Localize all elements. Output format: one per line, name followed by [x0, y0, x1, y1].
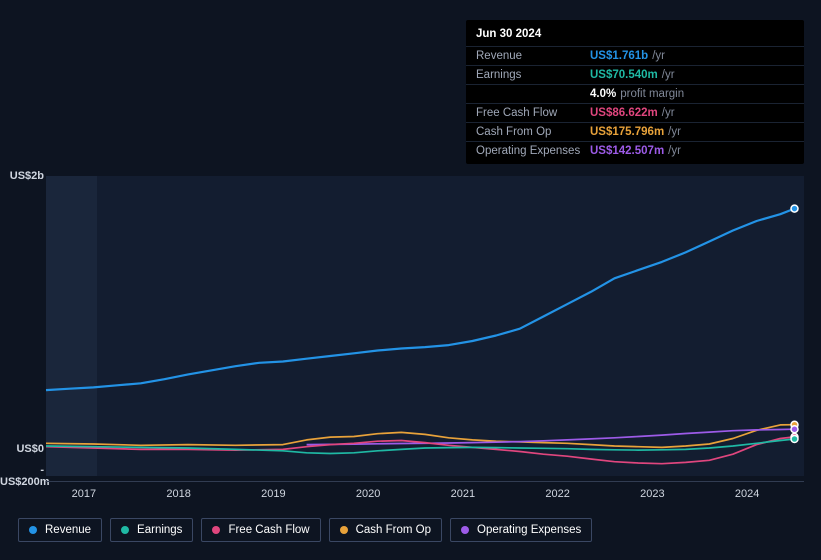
legend-dot-icon — [340, 526, 348, 534]
legend-dot-icon — [212, 526, 220, 534]
x-axis-label: 2023 — [640, 488, 664, 500]
tooltip-label: Earnings — [476, 69, 590, 81]
legend-item[interactable]: Free Cash Flow — [201, 518, 320, 542]
tooltip-row: Free Cash FlowUS$86.622m/yr — [466, 103, 804, 122]
series-line — [46, 209, 795, 391]
tooltip-row: Cash From OpUS$175.796m/yr — [466, 122, 804, 141]
tooltip-value: 4.0%profit margin — [590, 88, 684, 100]
legend-item[interactable]: Operating Expenses — [450, 518, 592, 542]
x-axis: 20172018201920202021202220232024 — [46, 481, 804, 482]
legend-label: Earnings — [137, 524, 182, 536]
tooltip-row: RevenueUS$1.761b/yr — [466, 46, 804, 65]
chart-lines — [46, 176, 804, 476]
legend-dot-icon — [461, 526, 469, 534]
tooltip-value: US$1.761b/yr — [590, 50, 665, 62]
financial-chart[interactable]: US$2bUS$0-US$200m 2017201820192020202120… — [0, 158, 821, 560]
x-axis-label: 2020 — [356, 488, 380, 500]
series-end-dot — [791, 205, 798, 212]
legend-label: Cash From Op — [356, 524, 431, 536]
x-axis-label: 2022 — [545, 488, 569, 500]
tooltip-value: US$70.540m/yr — [590, 69, 675, 81]
y-axis-label: -US$200m — [0, 464, 44, 488]
legend-item[interactable]: Revenue — [18, 518, 102, 542]
tooltip-value: US$142.507m/yr — [590, 145, 681, 157]
tooltip-date: Jun 30 2024 — [466, 24, 804, 46]
tooltip-row: 4.0%profit margin — [466, 84, 804, 103]
tooltip-label: Operating Expenses — [476, 145, 590, 157]
tooltip-label: Free Cash Flow — [476, 107, 590, 119]
y-axis-label: US$0 — [0, 443, 44, 455]
plot-background — [46, 176, 804, 476]
chart-legend: Revenue Earnings Free Cash Flow Cash From O… — [18, 518, 592, 542]
legend-label: Revenue — [45, 524, 91, 536]
x-axis-label: 2018 — [166, 488, 190, 500]
tooltip-row: EarningsUS$70.540m/yr — [466, 65, 804, 84]
x-axis-label: 2021 — [451, 488, 475, 500]
tooltip-label: Cash From Op — [476, 126, 590, 138]
tooltip-value: US$86.622m/yr — [590, 107, 675, 119]
x-axis-label: 2017 — [72, 488, 96, 500]
legend-label: Operating Expenses — [477, 524, 581, 536]
tooltip-label: Revenue — [476, 50, 590, 62]
series-end-dot — [791, 426, 798, 433]
x-axis-label: 2024 — [735, 488, 759, 500]
x-axis-label: 2019 — [261, 488, 285, 500]
tooltip-label — [476, 88, 590, 100]
chart-tooltip: Jun 30 2024 RevenueUS$1.761b/yrEarningsU… — [466, 20, 804, 164]
legend-dot-icon — [29, 526, 37, 534]
legend-dot-icon — [121, 526, 129, 534]
legend-item[interactable]: Earnings — [110, 518, 193, 542]
series-end-dot — [791, 436, 798, 443]
legend-item[interactable]: Cash From Op — [329, 518, 442, 542]
y-axis-label: US$2b — [0, 170, 44, 182]
legend-label: Free Cash Flow — [228, 524, 309, 536]
tooltip-value: US$175.796m/yr — [590, 126, 681, 138]
